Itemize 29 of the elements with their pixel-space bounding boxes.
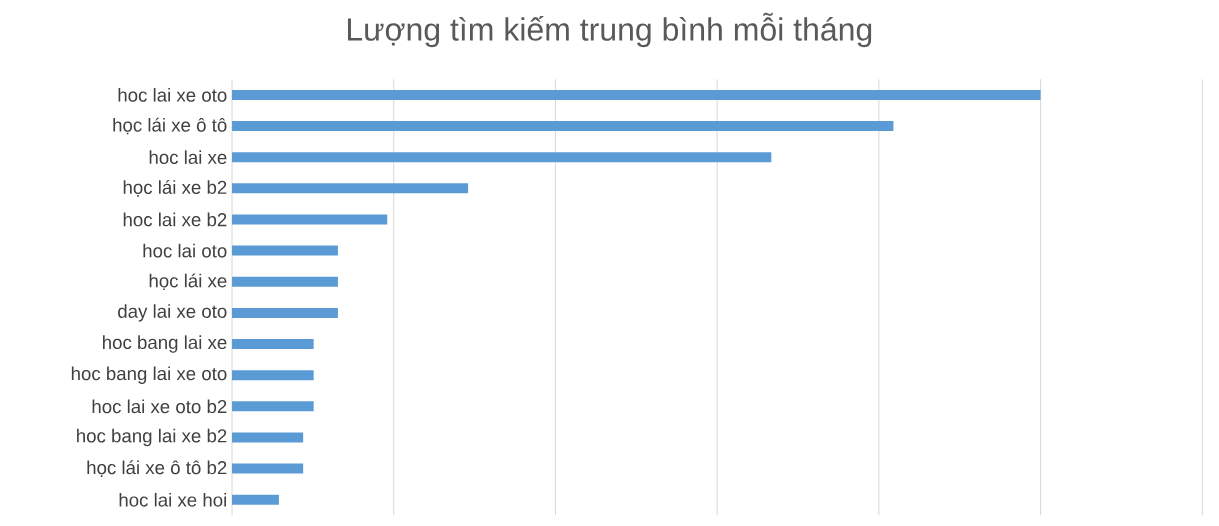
y-tick-label: hoc lai xe hoi bbox=[119, 492, 226, 507]
bar bbox=[232, 183, 469, 194]
bar bbox=[232, 401, 314, 412]
y-tick-label: học lái xe ô tô b2 bbox=[87, 460, 227, 477]
bar bbox=[232, 245, 338, 256]
y-tick-label: hoc lai xe oto b2 bbox=[92, 399, 227, 414]
bar bbox=[232, 276, 338, 287]
y-tick-label: học lái xe ô tô bbox=[113, 117, 227, 135]
y-tick-label: hoc lai xe b2 bbox=[123, 212, 227, 227]
y-tick-label: hoc bang lai xe bbox=[103, 335, 227, 353]
bar bbox=[232, 89, 1041, 100]
y-tick-label: hoc bang lai xe b2 bbox=[77, 428, 227, 447]
y-tick-label: hoc lai oto bbox=[143, 243, 227, 258]
y-tick-label: hoc lai xe bbox=[149, 150, 227, 165]
bar bbox=[232, 214, 388, 225]
y-tick-label: hoc lai xe oto bbox=[118, 88, 227, 102]
bar bbox=[232, 432, 304, 443]
bar bbox=[232, 121, 894, 132]
bar bbox=[232, 339, 314, 350]
bar bbox=[232, 152, 772, 163]
bar bbox=[232, 370, 314, 381]
bar bbox=[232, 494, 279, 505]
bar bbox=[232, 463, 304, 474]
bar bbox=[232, 307, 338, 318]
y-tick-label: day lai xe oto bbox=[118, 304, 227, 322]
y-tick-label: học lái xe bbox=[149, 273, 227, 291]
y-tick-label: học lái xe b2 bbox=[123, 180, 227, 197]
chart-title: Lượng tìm kiếm trung bình mỗi tháng bbox=[347, 12, 872, 48]
y-tick-label: hoc bang lai xe oto bbox=[71, 366, 227, 384]
